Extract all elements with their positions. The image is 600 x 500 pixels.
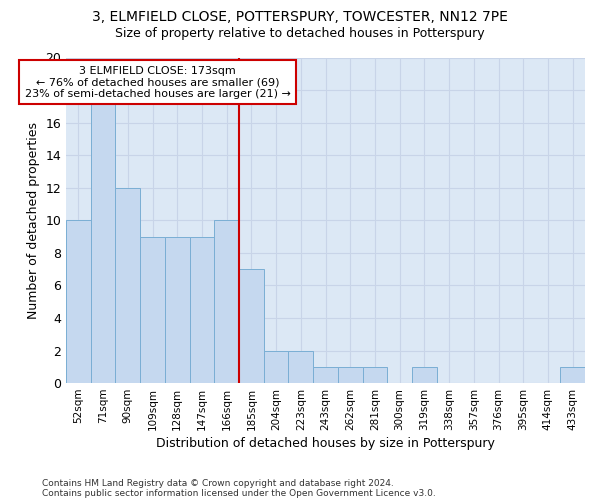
Bar [165, 236, 190, 383]
Bar [239, 269, 264, 383]
Bar [412, 367, 437, 383]
Bar [214, 220, 239, 383]
Bar [115, 188, 140, 383]
Bar [289, 350, 313, 383]
Text: 3 ELMFIELD CLOSE: 173sqm
← 76% of detached houses are smaller (69)
23% of semi-d: 3 ELMFIELD CLOSE: 173sqm ← 76% of detach… [25, 66, 290, 99]
Bar [362, 367, 387, 383]
Text: Size of property relative to detached houses in Potterspury: Size of property relative to detached ho… [115, 28, 485, 40]
Bar [560, 367, 585, 383]
Text: Contains public sector information licensed under the Open Government Licence v3: Contains public sector information licen… [42, 488, 436, 498]
Y-axis label: Number of detached properties: Number of detached properties [27, 122, 40, 319]
Bar [66, 220, 91, 383]
Text: Contains HM Land Registry data © Crown copyright and database right 2024.: Contains HM Land Registry data © Crown c… [42, 478, 394, 488]
Bar [190, 236, 214, 383]
Bar [264, 350, 289, 383]
Bar [140, 236, 165, 383]
Text: 3, ELMFIELD CLOSE, POTTERSPURY, TOWCESTER, NN12 7PE: 3, ELMFIELD CLOSE, POTTERSPURY, TOWCESTE… [92, 10, 508, 24]
X-axis label: Distribution of detached houses by size in Potterspury: Distribution of detached houses by size … [156, 437, 495, 450]
Bar [338, 367, 362, 383]
Bar [313, 367, 338, 383]
Bar [91, 74, 115, 383]
